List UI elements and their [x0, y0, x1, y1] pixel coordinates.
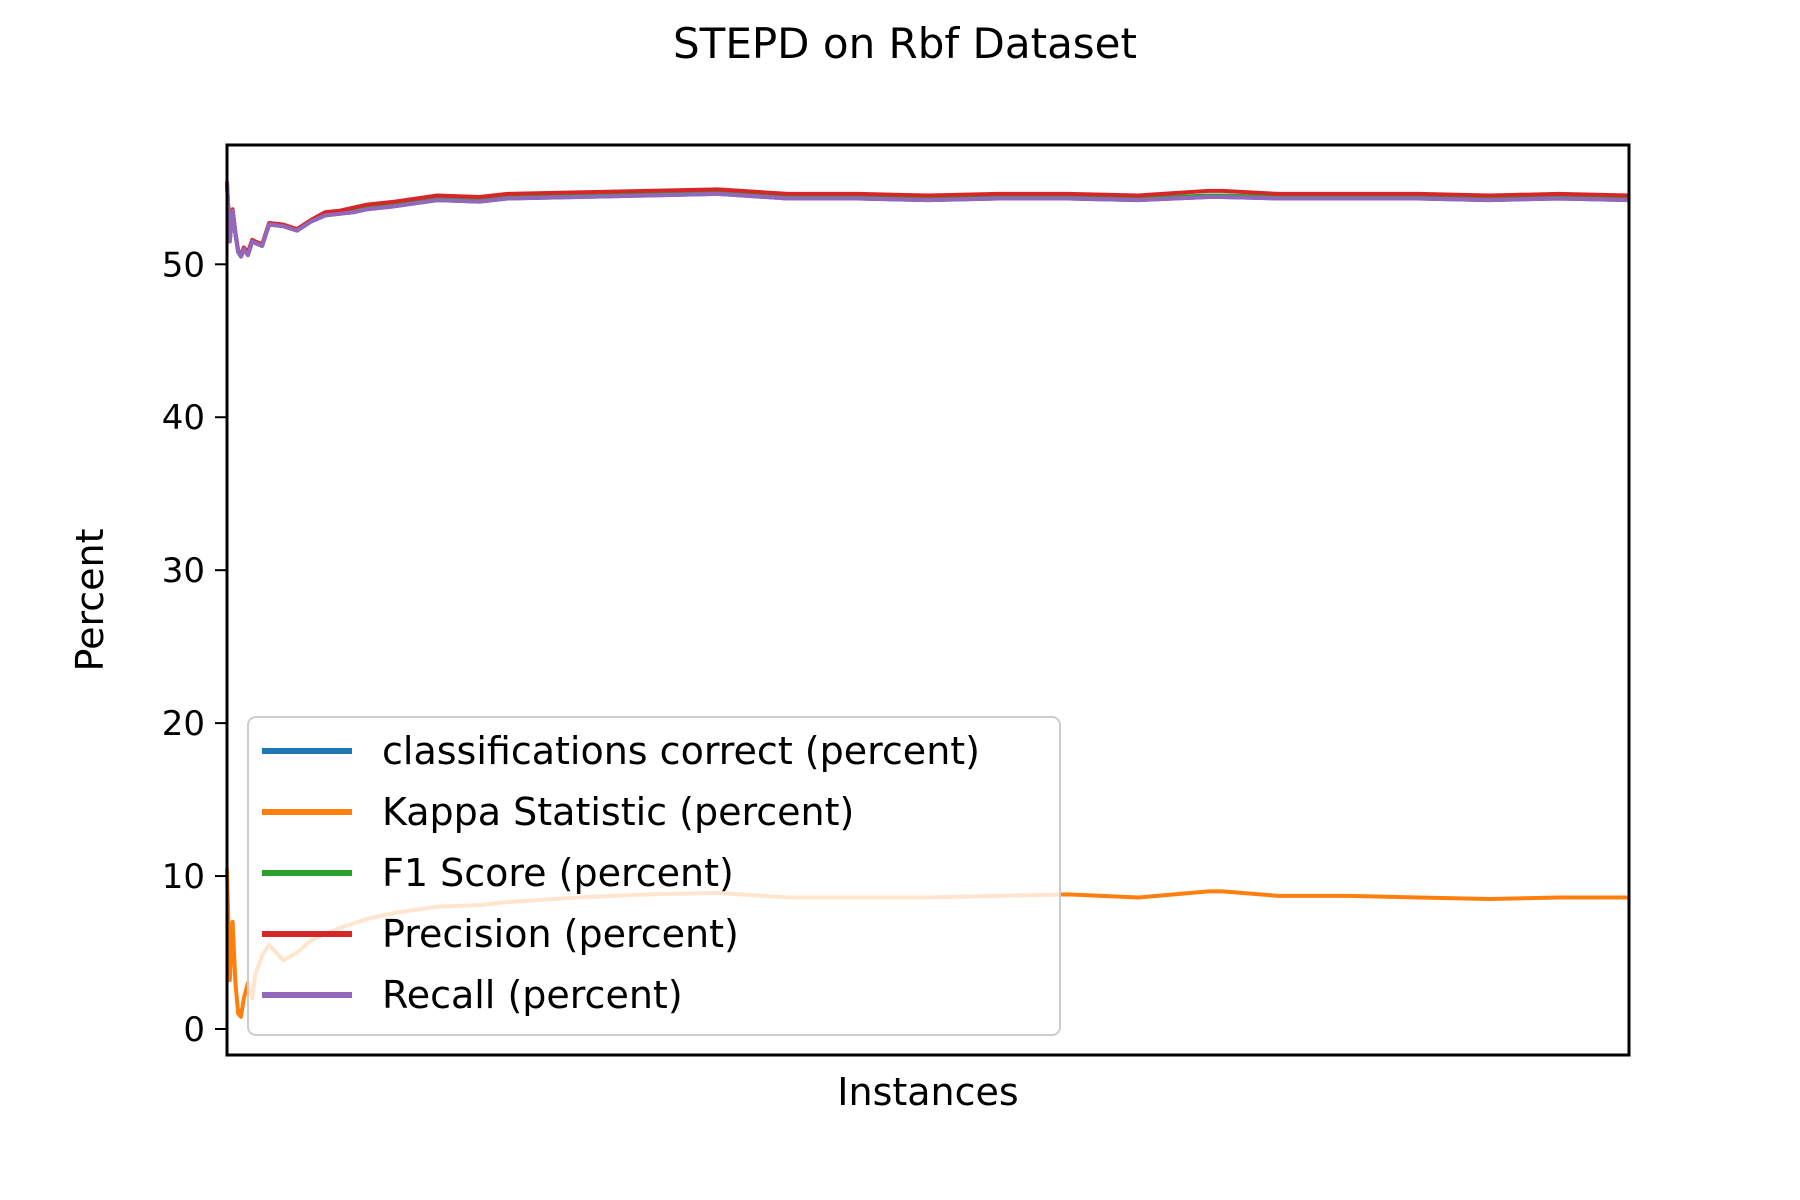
legend-label-3: Precision (percent) — [382, 912, 739, 956]
series-line-3 — [225, 181, 1630, 258]
y-tick-label: 0 — [183, 1010, 205, 1050]
y-axis-label: Percent — [68, 529, 112, 672]
y-axis-ticks: 0 10 20 30 40 50 — [162, 245, 227, 1050]
series-line-4 — [225, 183, 1630, 259]
legend-box — [247, 716, 1061, 1036]
y-tick-label: 30 — [162, 551, 205, 591]
y-tick-label: 20 — [162, 704, 205, 744]
y-tick-label: 50 — [162, 245, 205, 285]
y-tick-label: 10 — [162, 857, 205, 897]
legend-label-2: F1 Score (percent) — [382, 851, 734, 895]
plot-frame — [225, 143, 1631, 1057]
legend-label-1: Kappa Statistic (percent) — [382, 790, 854, 834]
series-layer — [225, 181, 1630, 1019]
legend-label-0: classifications correct (percent) — [382, 729, 980, 773]
legend: classifications correct (percent) Kappa S… — [247, 716, 1061, 1036]
legend-label-4: Recall (percent) — [382, 973, 683, 1017]
x-axis-label: Instances — [837, 1070, 1018, 1114]
y-tick-label: 40 — [162, 398, 205, 438]
chart-title: STEPD on Rbf Dataset — [673, 19, 1137, 68]
